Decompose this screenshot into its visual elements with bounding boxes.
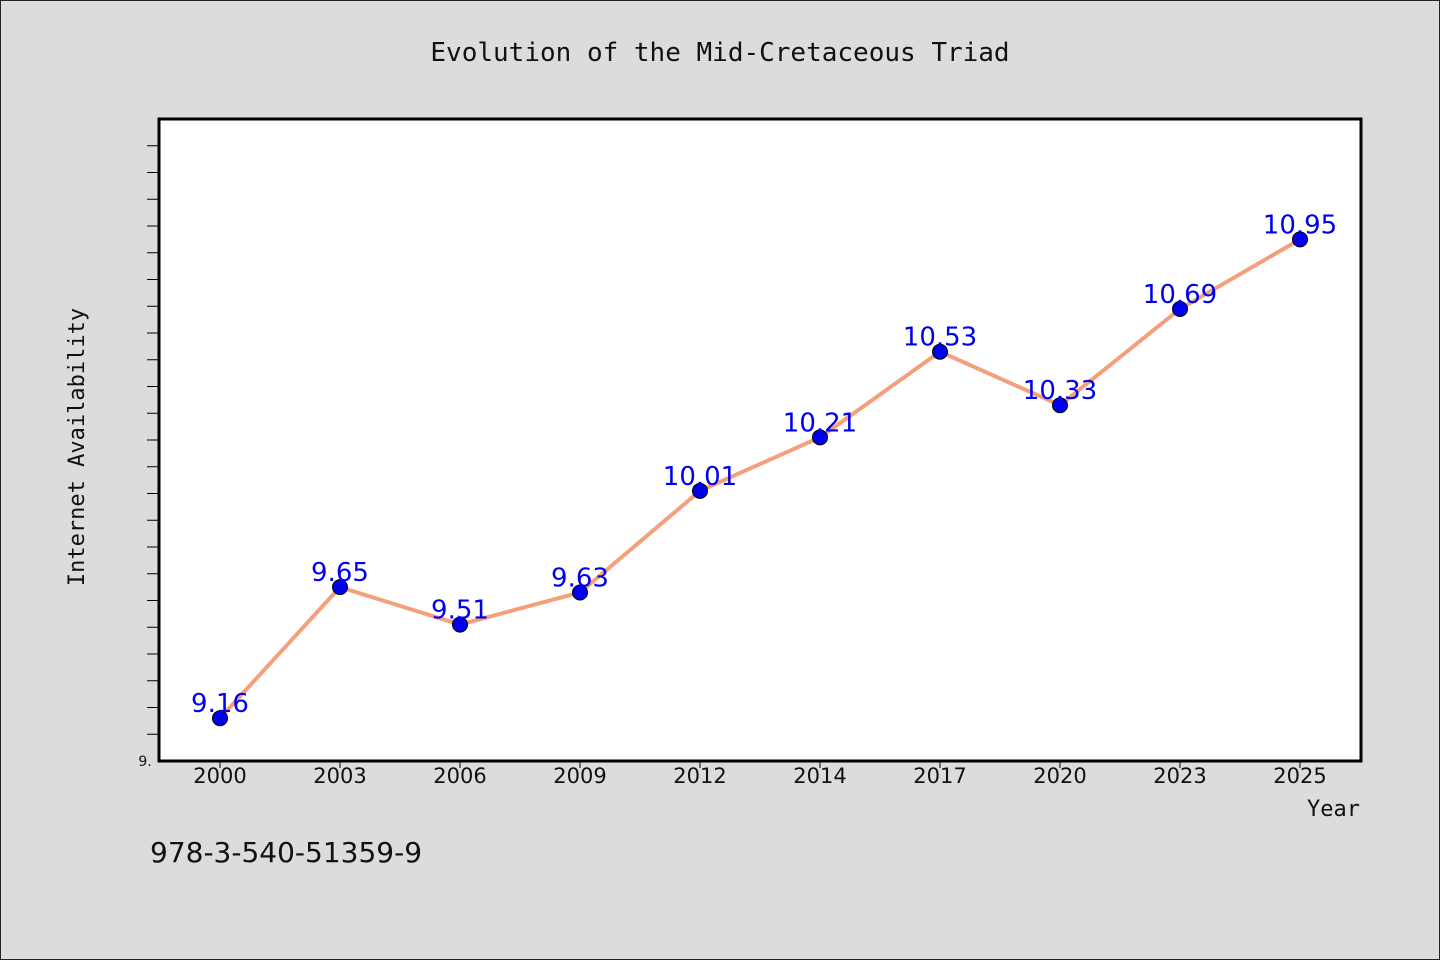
data-value-label: 10.01 — [663, 462, 737, 492]
y-axis-ticks — [147, 145, 159, 735]
data-point-marker — [812, 429, 828, 446]
y-axis-label: Internet Availability — [65, 308, 90, 586]
x-tick-label: 2017 — [913, 764, 966, 788]
plot-area — [157, 117, 1363, 763]
data-point-marker — [1172, 300, 1188, 317]
series-line-layer — [218, 237, 1302, 721]
marker-layer — [212, 231, 1308, 727]
data-point-marker — [932, 343, 948, 360]
x-tick-label: 2023 — [1153, 764, 1206, 788]
data-point-marker — [692, 482, 708, 499]
data-value-label: 9.65 — [311, 558, 369, 588]
data-value-label: 10.21 — [783, 408, 857, 438]
data-point-marker — [1052, 397, 1068, 414]
x-tick-label: 2003 — [313, 764, 366, 788]
data-point-marker — [332, 579, 348, 596]
chart-title: Evolution of the Mid-Cretaceous Triad — [430, 38, 1009, 68]
data-point-marker — [212, 710, 228, 727]
x-tick-label: 2012 — [673, 764, 726, 788]
data-value-label: 10.53 — [903, 323, 977, 353]
data-label-layer: 9.16 9.65 9.51 9.63 10.01 10.21 10.53 10.33 10.6… — [191, 210, 1337, 719]
x-tick-label: 2020 — [1033, 764, 1086, 788]
data-value-label: 9.16 — [191, 689, 249, 719]
x-axis-ticks: 2000 2003 2006 2009 2012 2014 2017 2020 2023 2025 — [193, 761, 1327, 788]
data-point-marker — [1292, 231, 1308, 248]
x-tick-label: 2025 — [1273, 764, 1326, 788]
data-value-label: 9.51 — [431, 596, 489, 626]
data-value-label: 10.69 — [1143, 280, 1217, 310]
data-value-label: 10.95 — [1263, 210, 1337, 240]
data-value-label: 10.33 — [1023, 376, 1097, 406]
x-tick-label: 2006 — [433, 764, 486, 788]
data-point-marker — [572, 584, 588, 601]
x-axis-label: Year — [1307, 797, 1360, 822]
y-tick-label: 9. — [138, 754, 151, 770]
x-tick-label: 2014 — [793, 764, 846, 788]
x-tick-label: 2009 — [553, 764, 606, 788]
series-line — [218, 237, 1302, 721]
x-tick-label: 2000 — [193, 764, 246, 788]
data-value-label: 9.63 — [551, 563, 609, 593]
data-point-marker — [452, 616, 468, 633]
isbn-text: 978-3-540-51359-9 — [150, 836, 423, 869]
